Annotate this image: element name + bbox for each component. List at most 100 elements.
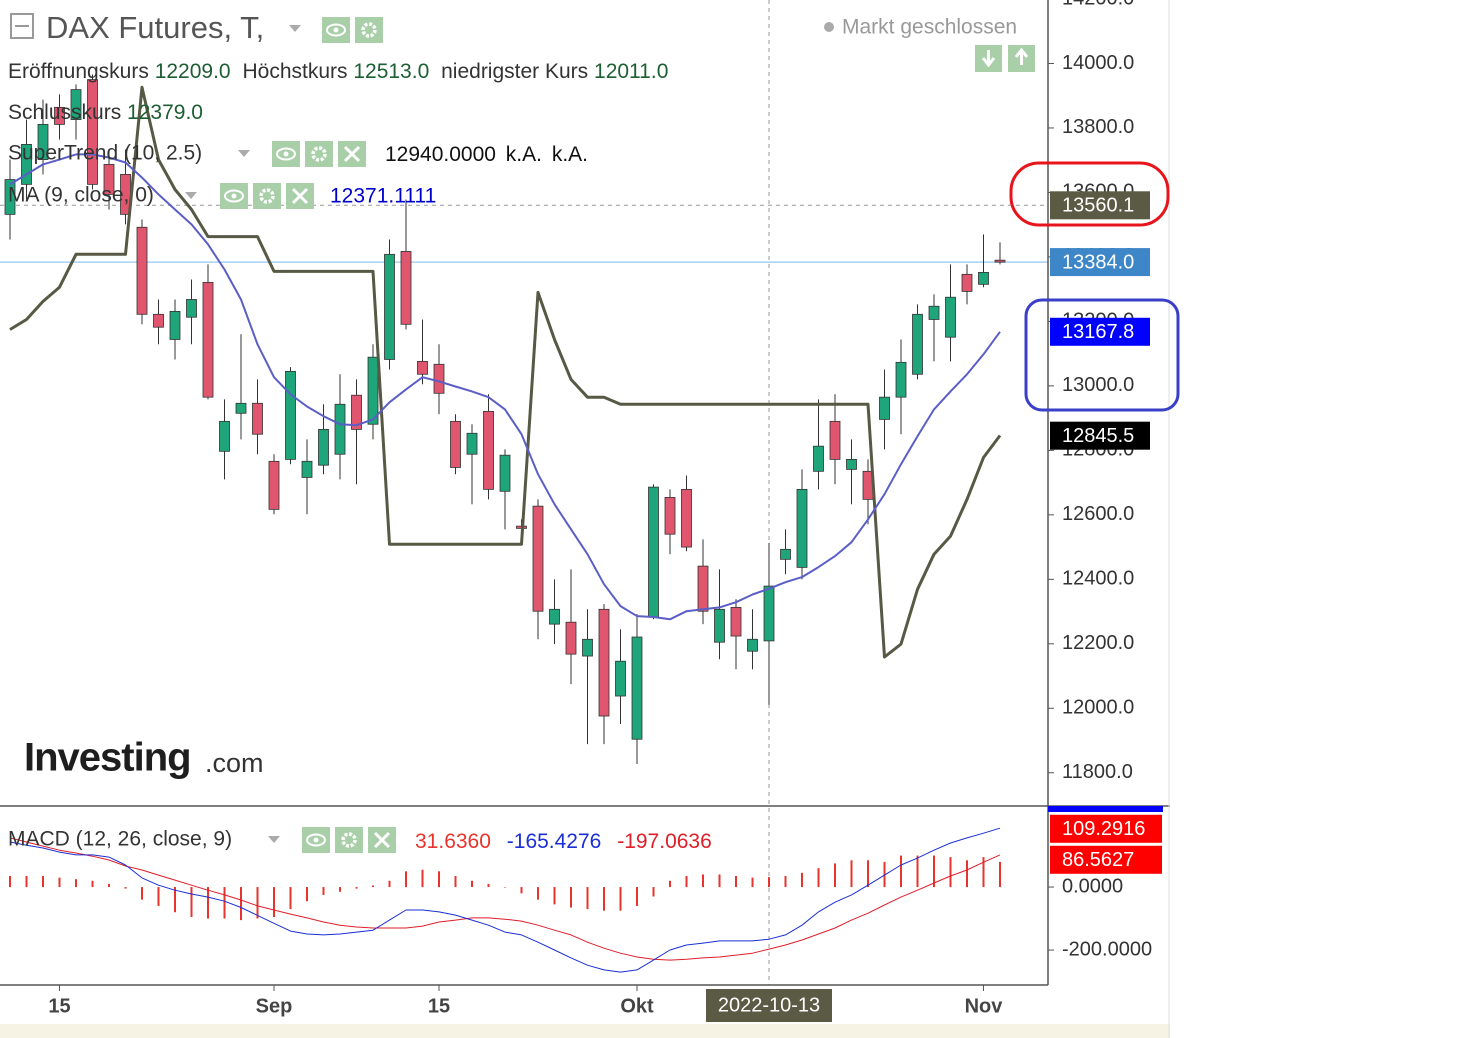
price-badge — [1050, 421, 1150, 450]
legend-value: 12940.0000 — [385, 143, 496, 166]
gear-button[interactable] — [355, 17, 383, 43]
candle-body — [367, 356, 379, 425]
x-tick-label: Okt — [620, 995, 654, 1017]
x-tick-label: 15 — [428, 995, 450, 1017]
histogram-bar — [388, 880, 391, 888]
histogram-bar — [256, 887, 259, 919]
histogram-bar — [190, 887, 193, 917]
legend-label: Eröffnungskurs — [8, 60, 149, 83]
candle-body — [813, 445, 824, 472]
candle-body — [417, 360, 428, 375]
legend-value: 12371.1111 — [330, 185, 436, 208]
histogram-bar — [174, 887, 176, 913]
dropdown-caret[interactable] — [268, 836, 280, 843]
watermark-suffix: .com — [205, 748, 264, 778]
dropdown-caret[interactable] — [185, 192, 197, 199]
histogram-bar — [91, 880, 94, 888]
histogram-bar — [537, 887, 539, 900]
candle-body — [681, 488, 692, 548]
histogram-bar — [751, 877, 754, 888]
legend-label: Höchstkurs — [242, 60, 347, 83]
candle-body — [664, 497, 676, 535]
histogram-bar — [966, 860, 968, 888]
candle-body — [730, 606, 742, 637]
histogram-bar — [900, 855, 902, 888]
candle-body — [169, 311, 181, 340]
histogram-bar — [850, 860, 853, 888]
arrow-icon — [1014, 47, 1029, 65]
histogram-bar — [9, 876, 11, 888]
plot-layer — [0, 0, 1054, 991]
gear-button[interactable] — [253, 183, 281, 209]
histogram-bar — [867, 860, 869, 888]
eye-icon — [283, 151, 289, 157]
y-tick-label: 11800.0 — [1062, 761, 1133, 783]
bottom-strip — [0, 1024, 1170, 1038]
histogram-bar — [784, 876, 787, 888]
histogram-bar — [58, 877, 61, 888]
legend-value: 12011.0 — [594, 60, 668, 83]
eye-icon — [306, 833, 326, 847]
candle-body — [549, 608, 560, 625]
highlight-ellipse — [1009, 161, 1170, 227]
legend-value: 31.6360 — [415, 830, 491, 853]
legend-value: 12379.0 — [127, 101, 203, 124]
histogram-bar — [454, 876, 457, 888]
ohlc-legend: Schlusskurs 12379.0 — [8, 101, 203, 124]
candle-body — [796, 488, 808, 568]
candle-body — [318, 429, 329, 466]
candle-body — [235, 402, 247, 414]
dropdown-caret[interactable] — [289, 25, 301, 32]
price-badge — [1050, 191, 1150, 220]
histogram-bar — [339, 887, 341, 892]
y-tick-label: 12600.0 — [1062, 503, 1134, 525]
histogram-bar — [949, 857, 952, 888]
candle-body — [4, 179, 16, 215]
gear-button[interactable] — [335, 827, 363, 853]
candle-body — [450, 420, 461, 468]
candle-body — [219, 420, 230, 452]
gear-button[interactable] — [305, 141, 333, 167]
histogram-bar — [124, 887, 127, 889]
candle-body — [384, 253, 395, 360]
candle-body — [186, 299, 197, 318]
badge-layer: 11800.012000.012200.012400.012600.012800… — [48, 0, 1162, 1022]
histogram-bar — [817, 868, 820, 888]
market-status: Markt geschlossen — [842, 16, 1017, 39]
candle-body — [153, 313, 164, 328]
histogram-bar — [586, 887, 589, 910]
legend-value: -165.4276 — [507, 830, 602, 853]
checkbox-icon[interactable] — [10, 13, 34, 39]
candle-body — [21, 144, 32, 185]
histogram-bar — [801, 872, 803, 888]
candle-body — [615, 660, 626, 697]
x-tick-label: 15 — [48, 995, 70, 1017]
candle-body — [928, 305, 940, 320]
histogram-bar — [570, 887, 572, 908]
legend-label: Schlusskurs — [8, 101, 121, 124]
dropdown-caret[interactable] — [238, 150, 250, 157]
candle-body — [895, 361, 907, 398]
histogram-bar — [306, 887, 308, 902]
candle-body — [582, 638, 593, 657]
y-tick-label: 13800.0 — [1062, 116, 1134, 138]
axis-edge-marker — [1048, 806, 1163, 812]
y-tick-label: 14200.0 — [1062, 0, 1134, 9]
histogram-bar — [669, 880, 671, 888]
indicator-name: MACD (12, 26, close, 9) — [8, 828, 232, 851]
eye-icon — [224, 189, 244, 203]
candle-body — [829, 420, 841, 460]
crosshair-date-label: 2022-10-13 — [718, 994, 820, 1016]
price-badge-label: 13167.8 — [1062, 321, 1134, 343]
ma-line — [9, 153, 1001, 621]
price-badge-label: 12845.5 — [1062, 425, 1134, 447]
candle-body — [202, 281, 214, 398]
eye-icon — [313, 837, 319, 843]
candle-body — [37, 124, 49, 160]
candle-body — [714, 608, 725, 643]
arrow-icon — [981, 50, 996, 68]
candle-body — [532, 505, 544, 612]
histogram-bar — [108, 883, 110, 888]
candle-body — [912, 313, 923, 375]
